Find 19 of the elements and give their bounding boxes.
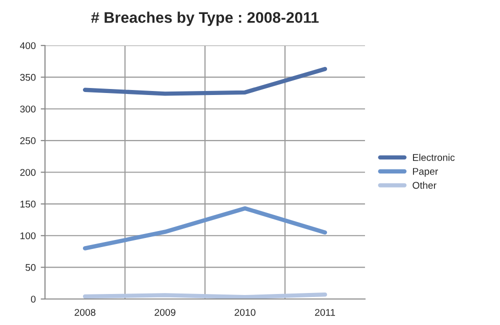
chart-title: # Breaches by Type : 2008-2011 <box>91 12 319 26</box>
x-tick-label: 2011 <box>315 308 335 316</box>
y-tick-label: 400 <box>20 42 36 50</box>
legend-label: Other <box>412 182 436 189</box>
x-tick-label: 2009 <box>154 308 176 316</box>
line-series <box>82 66 328 96</box>
x-tick-label: 2008 <box>74 308 96 316</box>
y-tick-label: 350 <box>20 74 36 81</box>
y-tick-label: 0 <box>30 296 36 303</box>
legend-label: Electronic <box>413 154 455 161</box>
line-series <box>82 206 328 250</box>
y-tick-label: 150 <box>20 200 36 208</box>
x-tick-label: 2010 <box>234 308 256 316</box>
y-tick-label: 250 <box>20 137 36 144</box>
y-tick-label: 100 <box>20 232 36 240</box>
legend-label: Paper <box>413 168 438 177</box>
y-tick-label: 300 <box>20 106 36 112</box>
y-tick-label: 50 <box>26 264 36 271</box>
y-tick-label: 200 <box>20 168 36 176</box>
